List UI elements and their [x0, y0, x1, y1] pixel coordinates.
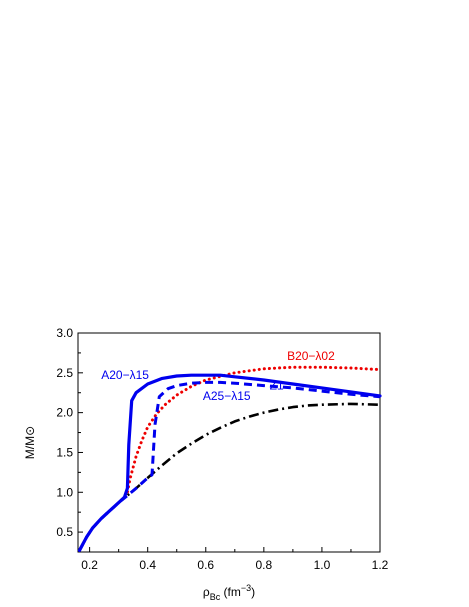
- x-tick-label: 0.4: [139, 558, 156, 572]
- y-tick-label: 1.5: [56, 445, 73, 459]
- series-line-a25-15: [78, 380, 381, 552]
- y-tick-label: 2.5: [56, 366, 73, 380]
- y-tick-label: 0.5: [56, 525, 73, 539]
- series-label: A25−λ15: [203, 389, 251, 403]
- series-label: Z1: [270, 379, 284, 393]
- x-axis-title-subscript: Bc: [210, 592, 221, 602]
- x-axis-title-unit-close: ): [251, 585, 255, 599]
- y-tick-label: 3.0: [56, 326, 73, 340]
- y-axis: 0.5 1.0 1.5 2.0 2.5 3.0: [56, 326, 83, 539]
- series-line-a20-15: [77, 373, 382, 553]
- x-axis-title-rho: ρ: [203, 585, 210, 599]
- x-tick-label: 0.8: [256, 558, 273, 572]
- x-axis: 0.2 0.4 0.6 0.8 1.0 1.2: [81, 547, 389, 572]
- series-label: A20−λ15: [101, 368, 149, 382]
- series-label: B20−λ02: [287, 349, 335, 363]
- x-tick-label: 1.0: [314, 558, 331, 572]
- plot-border: [77, 332, 381, 553]
- x-tick-label: 0.2: [81, 558, 98, 572]
- y-tick-label: 2.0: [56, 406, 73, 420]
- x-axis-title: ρBc (fm−3): [203, 583, 255, 602]
- series-layer: [77, 365, 382, 553]
- y-tick-label: 1.0: [56, 485, 73, 499]
- series-line-z1: [78, 402, 381, 552]
- x-axis-title-unit-open: (fm: [220, 585, 241, 599]
- annotation-layer: A20−λ15 A25−λ15 B20−λ02 Z1: [101, 349, 335, 403]
- y-axis-title: M/M⊙: [23, 426, 37, 459]
- plot-frame: [77, 332, 381, 553]
- x-tick-label: 0.6: [197, 558, 214, 572]
- x-axis-title-superscript: −3: [241, 583, 251, 593]
- x-tick-label: 1.2: [372, 558, 389, 572]
